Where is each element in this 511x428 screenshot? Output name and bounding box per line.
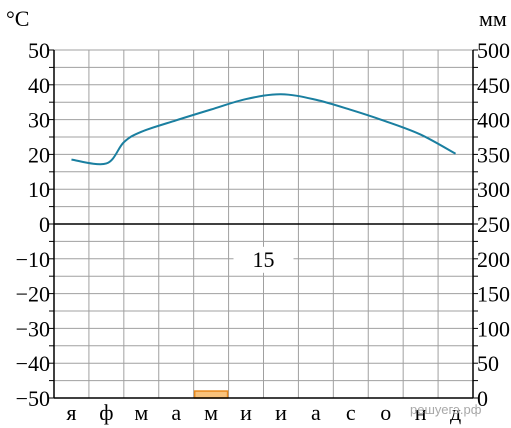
axes	[49, 49, 478, 399]
y-left-tick-label: 30	[28, 108, 50, 133]
y-right-tick-label: 400	[477, 108, 510, 133]
y-right-tick-label: 150	[477, 282, 510, 307]
y-left-tick-label: −30	[16, 316, 50, 341]
precipitation-unit-label: мм	[479, 6, 507, 31]
y-left-tick-label: 50	[28, 38, 50, 63]
y-left-tick-label: 0	[39, 212, 50, 237]
y-right-tick-label: 250	[477, 212, 510, 237]
y-axis-left-ticks: 50 40 30 20 10 0 −10 −20 −30 −40 −50	[16, 38, 50, 411]
y-left-tick-label: −20	[16, 282, 50, 307]
y-left-tick-label: 40	[28, 73, 50, 98]
y-right-tick-label: 200	[477, 247, 510, 272]
y-right-tick-label: 50	[477, 351, 499, 376]
y-right-tick-label: 0	[477, 386, 488, 411]
month-label: д	[450, 400, 461, 425]
y-left-tick-label: 10	[28, 177, 50, 202]
month-label: и	[275, 400, 287, 425]
month-label: н	[415, 400, 427, 425]
month-label: я	[66, 400, 76, 425]
y-right-tick-label: 100	[477, 316, 510, 341]
month-label: а	[311, 400, 321, 425]
annotation-background	[233, 246, 294, 273]
temperature-unit-label: °C	[6, 6, 29, 31]
month-label: и	[240, 400, 252, 425]
month-label: ф	[99, 400, 113, 425]
precipitation-bars	[193, 390, 229, 399]
y-left-tick-label: −40	[16, 351, 50, 376]
month-label: м	[134, 400, 148, 425]
y-left-tick-label: −10	[16, 247, 50, 272]
y-right-tick-label: 350	[477, 142, 510, 167]
y-right-tick-label: 500	[477, 38, 510, 63]
month-label: о	[380, 400, 391, 425]
month-label: а	[171, 400, 181, 425]
temperature-curve	[71, 93, 457, 166]
y-right-tick-label: 300	[477, 177, 510, 202]
month-label: с	[346, 400, 356, 425]
precipitation-total-label: 15	[253, 247, 275, 272]
y-right-tick-label: 450	[477, 73, 510, 98]
y-left-tick-label: −50	[16, 386, 50, 411]
watermark: решуегэ.рф	[410, 402, 482, 417]
y-left-tick-label: 20	[28, 142, 50, 167]
month-label: м	[204, 400, 218, 425]
precipitation-bar	[193, 390, 229, 399]
